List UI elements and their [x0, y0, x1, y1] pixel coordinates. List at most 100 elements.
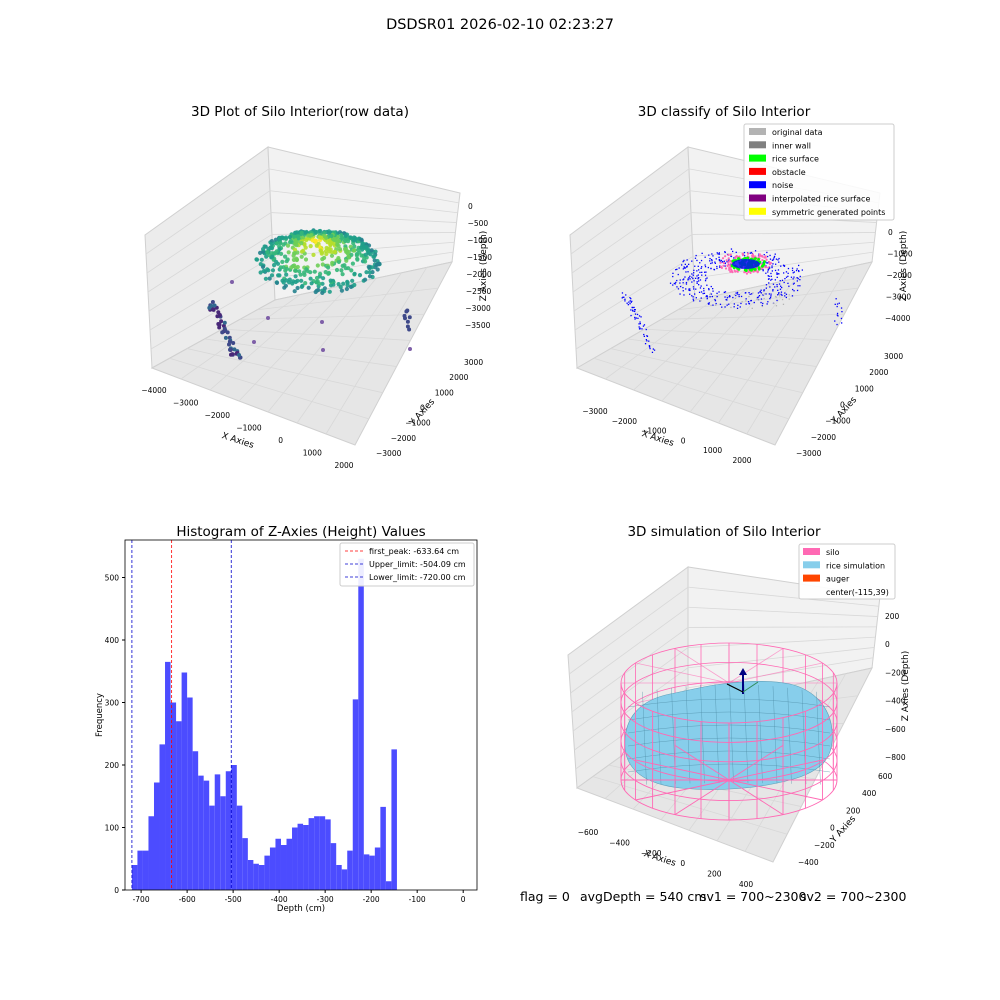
noise-point — [698, 284, 700, 286]
mesh-line — [729, 683, 734, 784]
noise-point — [692, 298, 694, 300]
noise-point — [677, 288, 680, 290]
raw-point — [265, 250, 270, 255]
noise-point — [778, 283, 781, 285]
raw-point — [373, 265, 378, 270]
grid-line — [146, 190, 271, 274]
panel-histogram: Histogram of Z-Axies (Height) Values -70… — [95, 524, 478, 914]
noise-point — [772, 290, 774, 292]
noise-point — [770, 279, 772, 281]
noise-point — [685, 281, 688, 284]
original-point — [763, 297, 765, 300]
raw-scatter-x-label: X Axies — [220, 431, 255, 451]
raw-point — [364, 244, 369, 249]
simulation-z-label: Z Axies (Depth) — [901, 651, 911, 722]
raw-point — [308, 244, 313, 249]
classified-y-tick: 3000 — [884, 352, 903, 361]
raw-point — [232, 347, 237, 352]
noise-point — [745, 303, 747, 305]
noise-point — [766, 251, 768, 254]
raw-point — [258, 262, 263, 267]
noise-point — [696, 282, 698, 284]
noise-point — [796, 289, 799, 292]
noise-point — [693, 280, 695, 282]
raw-point — [306, 285, 311, 290]
noise-point — [691, 273, 693, 275]
raw-point — [350, 261, 355, 266]
mesh-line — [758, 684, 763, 784]
raw-y-tick: −1000 — [405, 419, 431, 428]
noise-point — [718, 252, 720, 254]
noise-point — [689, 293, 691, 295]
noise-point — [621, 297, 623, 299]
histogram-x-tick: -500 — [225, 895, 242, 904]
raw-point — [310, 238, 315, 243]
noise-point — [641, 328, 643, 330]
noise-point — [796, 277, 798, 279]
noise-point — [730, 263, 732, 265]
noise-point — [692, 277, 694, 280]
noise-point — [747, 301, 750, 303]
noise-point — [779, 280, 781, 282]
noise-point — [724, 306, 726, 308]
raw-point — [335, 234, 340, 240]
legend-label: original data — [772, 128, 823, 137]
raw-point — [313, 289, 318, 295]
noise-point — [716, 292, 718, 294]
noise-point — [710, 267, 712, 270]
raw-point — [341, 281, 346, 286]
interpolated-point — [724, 267, 728, 270]
noise-point — [783, 281, 785, 284]
grid-line — [574, 255, 694, 331]
original-point — [775, 305, 778, 307]
noise-point — [777, 289, 779, 291]
raw-point — [223, 335, 228, 340]
raw-point — [294, 239, 299, 244]
interpolated-point — [746, 252, 750, 255]
noise-point — [694, 293, 696, 295]
noise-point — [836, 303, 839, 305]
raw-point — [302, 242, 307, 247]
noise-point — [691, 260, 693, 262]
noise-point — [637, 317, 639, 319]
noise-point — [711, 262, 713, 264]
noise-point — [765, 272, 767, 274]
noise-point — [771, 265, 773, 267]
legend-swatch — [749, 207, 766, 215]
interpolated-point — [745, 272, 749, 275]
noise-point — [765, 287, 767, 289]
raw-point — [266, 268, 271, 273]
noise-point — [787, 282, 789, 284]
classified-y-tick: −3000 — [796, 449, 822, 458]
raw-point — [215, 314, 220, 319]
simulation-x-ticks: −600 −400 −200 0 200 400 — [578, 828, 754, 889]
noise-point — [689, 289, 691, 292]
figure-title: DSDSR01 2026-02-10 02:23:27 — [386, 17, 614, 33]
noise-point — [643, 335, 645, 337]
raw-point — [295, 285, 300, 291]
noise-point — [835, 298, 837, 300]
interpolated-point — [719, 261, 722, 264]
grid-line — [268, 168, 459, 204]
noise-point — [691, 281, 693, 283]
raw-point — [292, 247, 298, 252]
noise-point — [783, 272, 785, 274]
noise-cluster — [732, 259, 760, 269]
histogram-bar — [264, 855, 270, 891]
simulation-legend — [798, 543, 896, 600]
raw-point — [355, 257, 360, 262]
noise-point — [785, 296, 787, 299]
classified-z-tick: 0 — [888, 228, 893, 237]
histogram-bar — [269, 847, 276, 890]
noise-point — [684, 263, 686, 265]
simulation-z-tick: 0 — [885, 640, 890, 649]
noise-point — [646, 335, 648, 337]
noise-point — [797, 285, 799, 287]
noise-point — [683, 266, 685, 268]
noise-point — [775, 263, 777, 265]
raw-point — [269, 241, 274, 247]
histogram-bar — [369, 855, 375, 891]
noise-point — [776, 284, 778, 286]
noise-point — [710, 262, 712, 265]
noise-point — [682, 268, 684, 270]
